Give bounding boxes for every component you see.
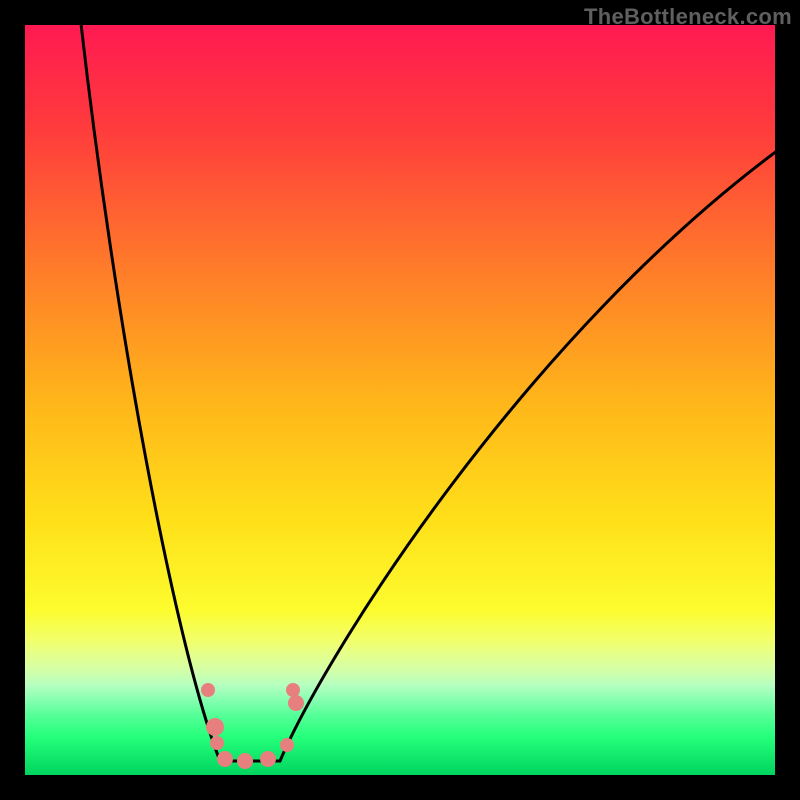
marker-point: [201, 683, 215, 697]
marker-point: [286, 683, 300, 697]
plot-area: [25, 25, 775, 775]
marker-point: [206, 718, 224, 736]
curve-layer: [25, 25, 775, 775]
marker-point: [288, 695, 304, 711]
marker-point: [217, 751, 233, 767]
watermark-label: TheBottleneck.com: [584, 4, 792, 30]
marker-point: [260, 751, 276, 767]
marker-point: [210, 736, 224, 750]
bottleneck-curve: [80, 25, 775, 761]
chart-canvas: TheBottleneck.com: [0, 0, 800, 800]
marker-point: [237, 753, 253, 769]
marker-point: [280, 738, 294, 752]
